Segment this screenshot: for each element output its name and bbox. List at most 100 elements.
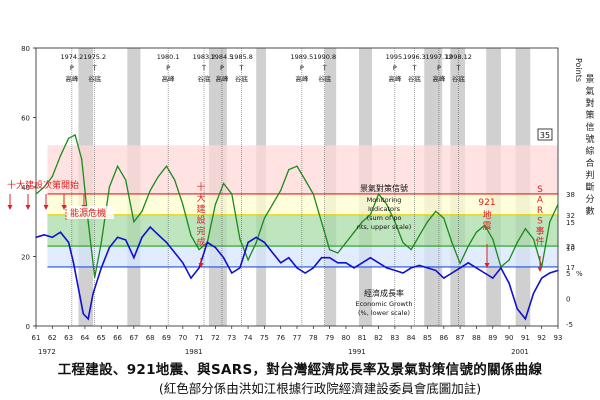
series-0-point-0 <box>35 193 37 195</box>
sars-char-5: 件 <box>535 236 544 248</box>
series-1-point-65 <box>549 272 551 274</box>
signal-band-3 <box>47 246 558 267</box>
series-1-point-41 <box>353 267 355 269</box>
turning-date-5: 1985.8 <box>230 53 253 61</box>
series-1-point-4 <box>68 241 70 243</box>
series-1-point-55 <box>467 262 469 264</box>
series-0-point-50 <box>435 210 437 212</box>
series-0-point-35 <box>312 193 314 195</box>
series-0-point-11 <box>116 165 119 167</box>
turning-date-3: 1983.2 <box>193 53 216 61</box>
series-0-point-18 <box>174 179 176 181</box>
turning-letter-2: P <box>166 64 170 72</box>
series-0-point-21 <box>198 248 200 251</box>
x-tick-label-73: 73 <box>227 334 236 342</box>
ten-projects-arrow-1-head <box>25 205 31 210</box>
turning-date-1: 1975.2 <box>83 53 106 61</box>
sars-char-0: S <box>537 185 543 195</box>
x-tick-label-79: 79 <box>325 334 334 342</box>
x-tick-label-91: 91 <box>521 334 530 342</box>
right-lower-unit: % <box>576 270 583 278</box>
turning-phase-3: 谷底 <box>198 74 212 83</box>
series-1-point-61 <box>516 308 518 310</box>
series-1-point-6 <box>77 287 80 289</box>
ten-projects-arrow-1 <box>25 194 31 210</box>
series-0-point-17 <box>165 165 168 167</box>
series-1-point-26 <box>231 272 233 274</box>
series-0-point-45 <box>394 221 396 223</box>
series-1-point-22 <box>198 267 200 269</box>
axes: 0 20 40 60 80 61 62 63 64 65 66 67 68 69 70 71 72 73 74 75 7… <box>21 45 594 356</box>
series-0-point-43 <box>377 193 380 195</box>
series-0-point-26 <box>239 238 241 240</box>
series-0-point-33 <box>296 165 298 167</box>
right-upper-label-char-9: 斷 <box>585 181 594 193</box>
ten-done-char-5: 成 <box>196 236 205 248</box>
annotation-quake-number: 921 <box>478 198 495 208</box>
series-1-point-31 <box>271 252 274 254</box>
series-0-point-16 <box>157 175 159 178</box>
series-0-point-49 <box>426 221 429 223</box>
series-0-point-37 <box>329 248 331 251</box>
decade-label-1991: 1991 <box>348 348 366 356</box>
signal-band-0 <box>47 145 558 194</box>
series-1-point-3 <box>59 231 62 233</box>
series-0-point-36 <box>320 221 323 223</box>
series-0-point-34 <box>304 179 306 181</box>
series-0-point-64 <box>549 221 551 223</box>
right-lower-tick-15: 15 <box>566 219 575 227</box>
series-1-point-9 <box>92 292 94 294</box>
sars-char-1: A <box>537 196 544 206</box>
turning-letter-10: P <box>437 64 441 72</box>
decade-label-1981: 1981 <box>185 348 203 356</box>
series-0-point-9 <box>100 242 102 244</box>
series-0-point-31 <box>280 189 282 192</box>
chart-title: 工程建設、921地震、與SARS，對台灣經濟成長率及景氣對策信號的關係曲線 <box>57 362 543 378</box>
right-upper-label-char-6: 綜 <box>585 145 594 157</box>
energy-crisis-bg <box>66 206 114 219</box>
annotation-signal-en-3: (sum of po <box>367 214 402 222</box>
x-tick-label-63: 63 <box>64 334 73 342</box>
series-0-point-4 <box>68 137 70 139</box>
right-lower-tick-10: 10 <box>566 245 575 253</box>
right-upper-label-char-4: 信 <box>585 121 594 133</box>
series-1-point-7 <box>82 313 84 315</box>
x-tick-label-74: 74 <box>244 334 253 342</box>
turning-points: 1974.2 P 高峰 1975.2 T 谷底 1980.1 P 高峰 1983.2 T 谷底 1984… <box>61 48 472 326</box>
series-1-point-56 <box>475 267 478 269</box>
x-tick-label-62: 62 <box>48 334 57 342</box>
x-tick-label-90: 90 <box>505 334 514 342</box>
right-lower-tick-0: 0 <box>566 296 570 304</box>
series-1-point-53 <box>451 272 453 274</box>
series-0-point-44 <box>386 203 388 205</box>
turning-phase-0: 高峰 <box>65 74 79 83</box>
series-0-point-54 <box>467 245 469 247</box>
series-1-point-36 <box>312 267 314 269</box>
series-0-point-48 <box>418 235 420 237</box>
right-upper-label-char-1: 氣 <box>585 85 594 97</box>
series-0-point-59 <box>508 259 510 261</box>
quake-char-1: 震 <box>482 221 491 232</box>
series-0-point-7 <box>87 221 89 223</box>
annotation-quake-chars: 地震 <box>482 209 491 232</box>
annotation-signal-en-2: Indicators <box>368 205 401 213</box>
turning-letter-5: T <box>239 64 244 72</box>
turning-letter-8: P <box>393 64 397 72</box>
turning-phase-2: 高峰 <box>162 74 176 83</box>
turning-letter-6: P <box>300 64 304 72</box>
right-upper-axis-title: Points <box>574 58 583 82</box>
annotation-signal-en-1: Monitoring <box>367 196 402 204</box>
x-tick-label-68: 68 <box>146 334 155 342</box>
series-0-point-23 <box>214 203 217 205</box>
series-0-point-28 <box>255 242 257 244</box>
turning-letter-4: P <box>220 64 224 72</box>
ten-done-char-1: 大 <box>196 192 205 204</box>
series-1-point-12 <box>116 236 119 238</box>
series-1-point-62 <box>524 318 526 320</box>
right-upper-label-char-10: 分 <box>585 194 594 205</box>
series-0-point-12 <box>125 179 127 181</box>
decade-label-2001: 2001 <box>511 348 529 356</box>
annotations: 十大建設次第開始能源危機十大建設完成921地震SARS事件景氣對策信號Monit… <box>7 128 553 317</box>
series-0-point-6 <box>81 158 83 160</box>
